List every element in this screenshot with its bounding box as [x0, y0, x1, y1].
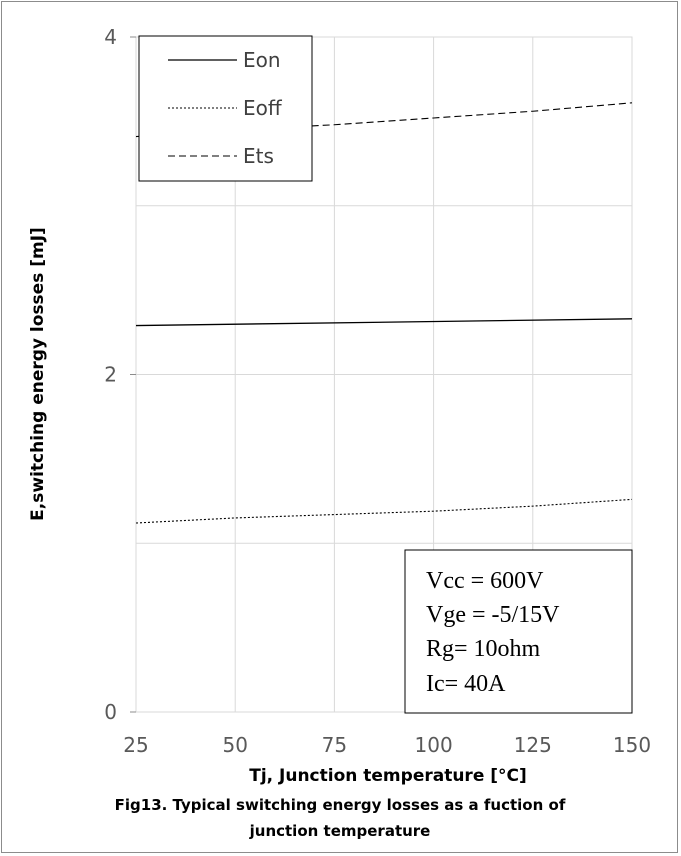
- conditions-box: Vcc = 600V Vge = -5/15V Rg= 10ohm Ic= 40…: [404, 549, 633, 714]
- legend: Eon Eoff Ets: [138, 35, 313, 182]
- caption-line-1: Fig13. Typical switching energy losses a…: [115, 796, 566, 814]
- condition-ic: Ic= 40A: [426, 671, 506, 697]
- x-axis-title: Tj, Junction temperature [°C]: [249, 766, 527, 786]
- series-line-eon: [135, 318, 633, 327]
- condition-vcc: Vcc = 600V: [426, 568, 544, 594]
- x-tick-labels: 25 50 75 100 125 150: [123, 733, 651, 757]
- series-line-eoff: [135, 498, 633, 524]
- y-tick-labels: 0 2 4: [104, 25, 117, 724]
- x-tick-label-25: 25: [123, 733, 148, 757]
- x-tick-label-75: 75: [322, 733, 347, 757]
- x-tick-label-50: 50: [222, 733, 247, 757]
- x-tick-label-125: 125: [514, 733, 552, 757]
- condition-vge: Vge = -5/15V: [426, 602, 560, 628]
- conditions-border: [404, 549, 633, 714]
- condition-rg: Rg= 10ohm: [426, 636, 541, 662]
- x-tick-label-150: 150: [613, 733, 651, 757]
- caption-line-2: junction temperature: [249, 822, 431, 840]
- y-axis-title: E,switching energy losses [mJ]: [28, 227, 48, 521]
- legend-label-eon: Eon: [243, 48, 281, 72]
- legend-label-eoff: Eoff: [243, 96, 283, 120]
- x-tick-label-100: 100: [415, 733, 453, 757]
- y-tick-label-4: 4: [104, 25, 117, 49]
- y-tick-label-2: 2: [104, 363, 117, 387]
- legend-label-ets: Ets: [243, 144, 274, 168]
- plot-border: [130, 36, 633, 713]
- y-tick-label-0: 0: [104, 700, 117, 724]
